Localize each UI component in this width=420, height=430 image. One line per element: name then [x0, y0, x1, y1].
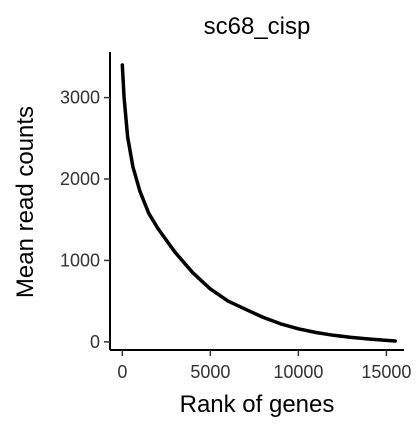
- x-tick-label: 15000: [361, 362, 411, 382]
- x-tick-label: 10000: [273, 362, 323, 382]
- plot-area: [120, 63, 397, 343]
- chart-title: sc68_cisp: [204, 13, 311, 40]
- y-tick-label: 2000: [60, 169, 100, 189]
- y-axis-ticks: 0 1000 2000 3000: [60, 88, 110, 352]
- y-axis-label: Mean read counts: [12, 106, 39, 298]
- x-tick-label: 0: [117, 362, 127, 382]
- y-tick-label: 3000: [60, 88, 100, 108]
- series-line: [120, 63, 397, 343]
- x-axis-label: Rank of genes: [180, 391, 335, 418]
- y-tick-label: 1000: [60, 250, 100, 270]
- x-axis-ticks: 0 5000 10000 15000: [117, 350, 411, 382]
- x-tick-label: 5000: [190, 362, 230, 382]
- y-tick-label: 0: [90, 332, 100, 352]
